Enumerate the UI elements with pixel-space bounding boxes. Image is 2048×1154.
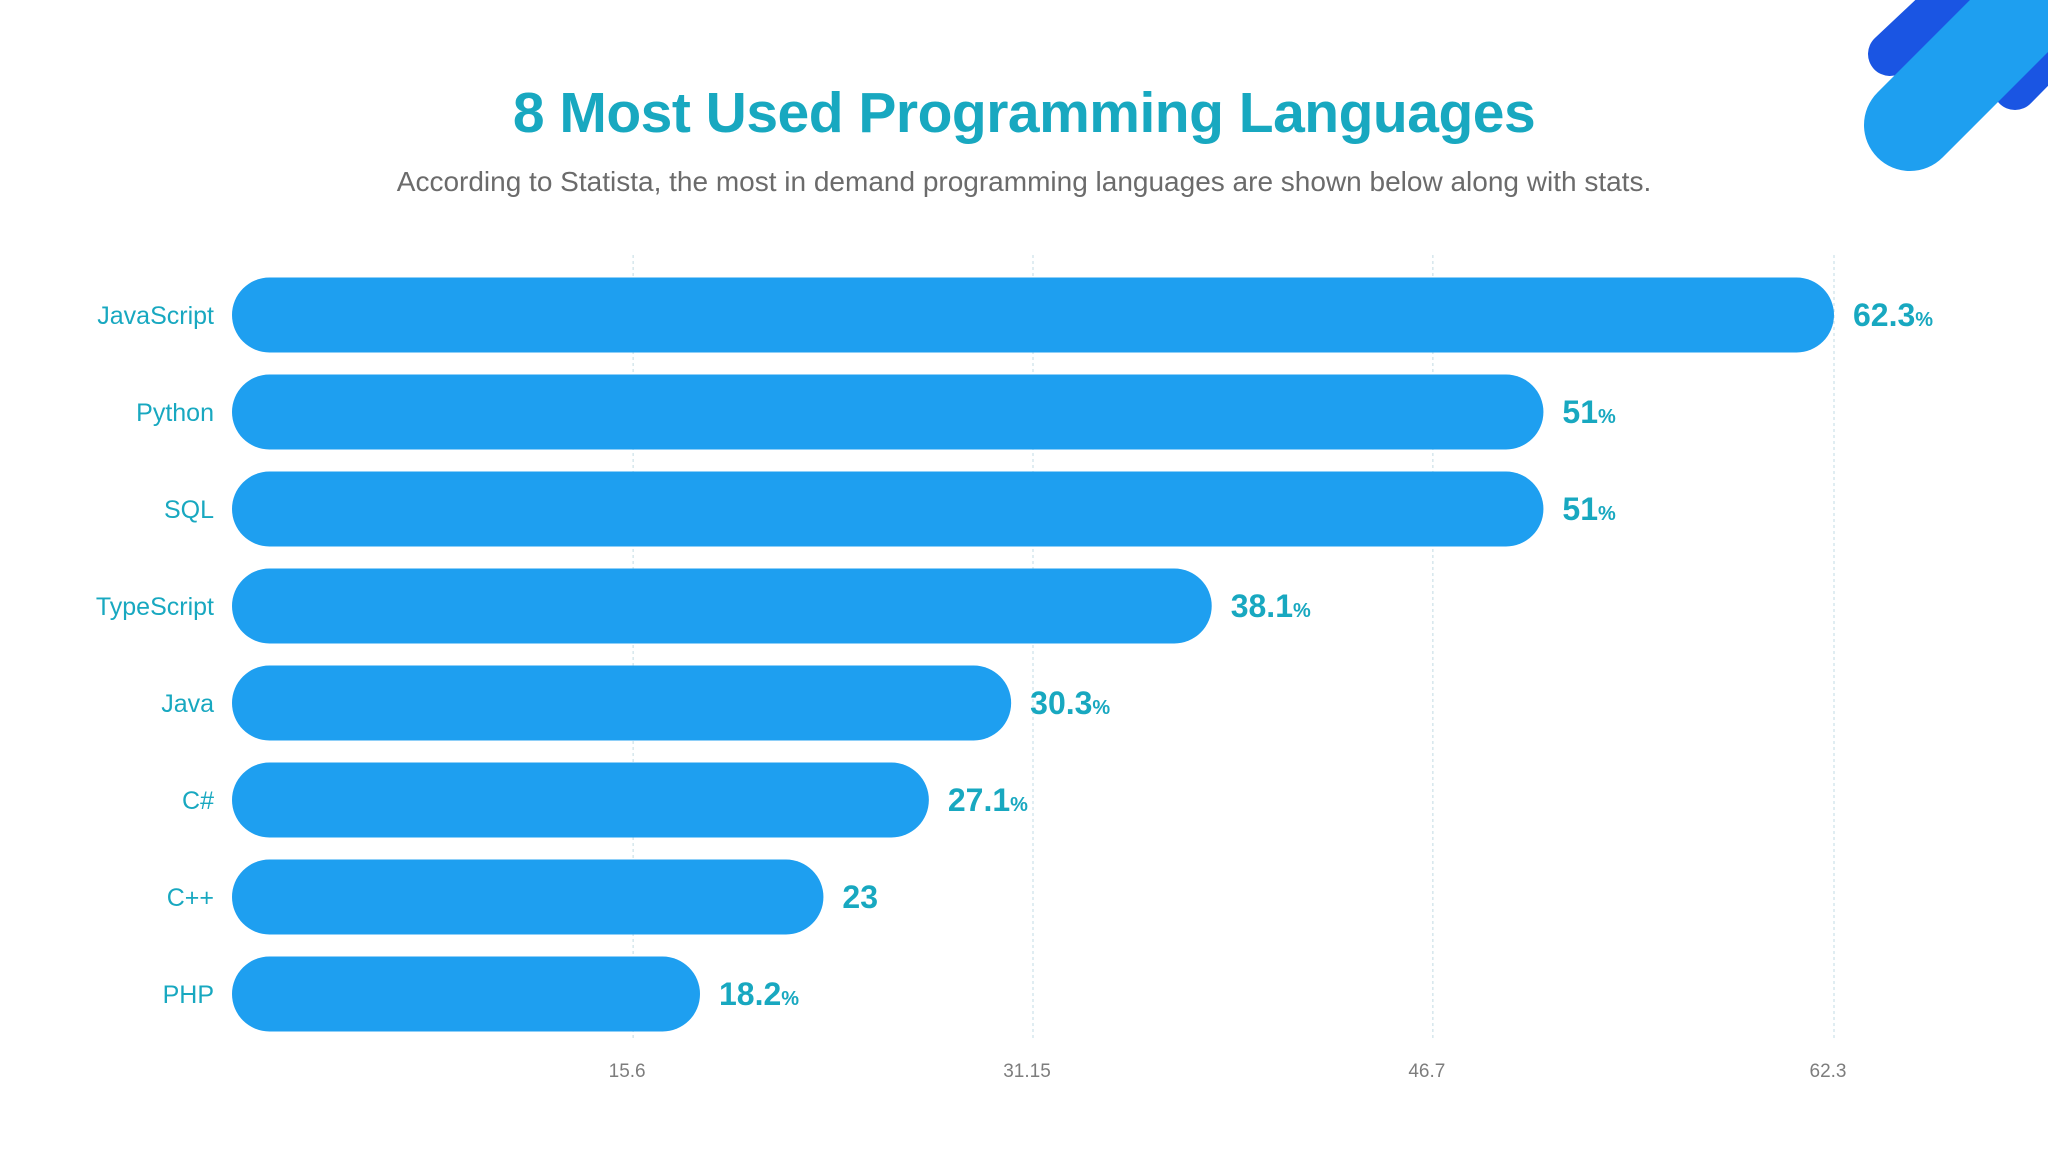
category-label: C++: [167, 884, 214, 912]
chart-title: 8 Most Used Programming Languages: [512, 81, 1536, 145]
x-tick-label: 46.7: [1408, 1061, 1445, 1082]
value-unit: %: [781, 988, 799, 1010]
bar-0: [232, 277, 1834, 353]
value-unit: %: [1092, 697, 1110, 719]
value-unit: %: [1915, 309, 1933, 331]
value-number: 30.3: [1030, 685, 1092, 721]
value-number: 51: [1562, 394, 1598, 430]
value-number: 38.1: [1231, 588, 1293, 624]
value-label: 30.3%: [1030, 685, 1110, 721]
category-label: TypeScript: [96, 593, 214, 621]
category-label: Java: [161, 690, 214, 718]
value-number: 27.1: [948, 782, 1010, 818]
bar-1: [232, 374, 1544, 450]
value-label: 27.1%: [948, 782, 1028, 818]
value-unit: %: [1293, 600, 1311, 622]
value-label: 51%: [1562, 491, 1616, 527]
chart-subtitle: According to Statista, the most in deman…: [396, 166, 1652, 197]
x-tick-label: 31.15: [1003, 1061, 1051, 1082]
value-unit: %: [1010, 794, 1028, 816]
value-label: 18.2%: [719, 976, 799, 1012]
value-label: 38.1%: [1231, 588, 1311, 624]
bar-2: [232, 471, 1544, 547]
value-number: 62.3: [1853, 297, 1915, 333]
category-label: Python: [136, 399, 214, 427]
value-label: 51%: [1562, 394, 1616, 430]
value-unit: %: [1598, 503, 1616, 525]
category-label: C#: [182, 787, 214, 815]
bar-3: [232, 568, 1212, 644]
value-label: 23: [842, 879, 878, 915]
corner-decoration: [1864, 0, 2048, 171]
bar-5: [232, 762, 929, 838]
bar-6: [232, 859, 824, 935]
category-label: PHP: [163, 981, 214, 1009]
category-label: SQL: [164, 496, 214, 524]
value-number: 23: [842, 879, 878, 915]
bar-4: [232, 665, 1012, 741]
decor-dark-stroke: [1868, 0, 1980, 76]
bar-7: [232, 956, 700, 1032]
value-unit: %: [1598, 406, 1616, 428]
x-tick-label: 62.3: [1810, 1061, 1847, 1082]
value-number: 51: [1562, 491, 1598, 527]
decor-dark-stroke-2: [1993, 23, 2048, 110]
value-label: 62.3%: [1853, 297, 1933, 333]
decor-light-stroke: [1864, 0, 2048, 171]
x-tick-label: 15.6: [609, 1061, 646, 1082]
category-label: JavaScript: [97, 302, 214, 330]
value-number: 18.2: [719, 976, 781, 1012]
